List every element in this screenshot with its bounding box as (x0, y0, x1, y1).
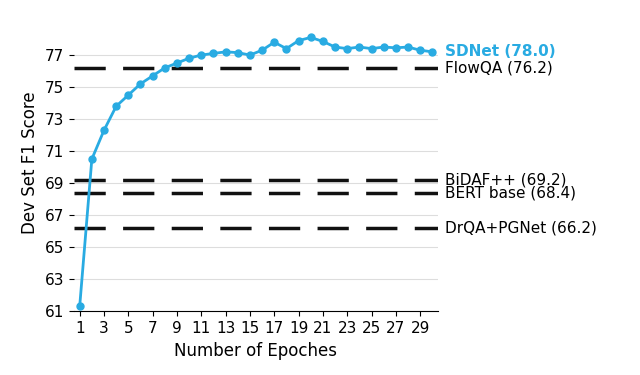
Text: BiDAF++ (69.2): BiDAF++ (69.2) (445, 172, 567, 188)
Text: FlowQA (76.2): FlowQA (76.2) (445, 60, 553, 75)
Text: BERT base (68.4): BERT base (68.4) (445, 185, 577, 200)
Y-axis label: Dev Set F1 Score: Dev Set F1 Score (21, 92, 39, 234)
X-axis label: Number of Epoches: Number of Epoches (175, 342, 337, 360)
Text: SDNet (78.0): SDNet (78.0) (445, 44, 556, 59)
Text: DrQA+PGNet (66.2): DrQA+PGNet (66.2) (445, 220, 597, 236)
